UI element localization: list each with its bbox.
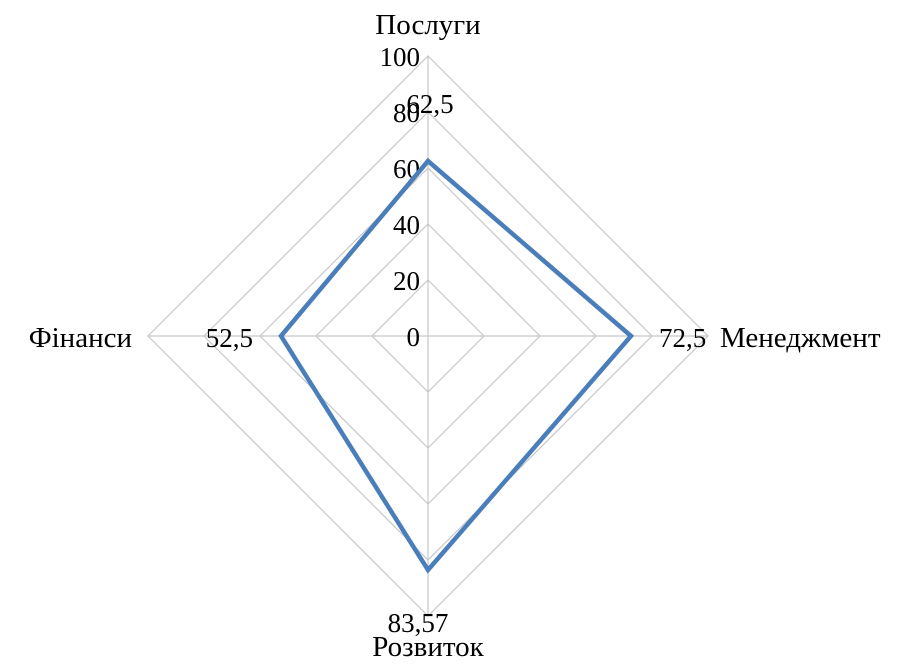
tick-label-0: 0 <box>407 322 421 352</box>
series-layer <box>278 157 635 574</box>
tick-label-80: 80 <box>393 98 420 128</box>
category-label-4: Фінанси <box>29 322 132 354</box>
data-labels: 62,5 72,5 83,57 52,5 <box>206 89 707 638</box>
data-label-3: 83,57 <box>388 608 449 638</box>
tick-label-60: 60 <box>393 154 420 184</box>
category-label-1: Послуги <box>375 9 480 41</box>
category-label-3: Розвиток <box>372 631 484 663</box>
tick-label-20: 20 <box>393 266 420 296</box>
tick-label-40: 40 <box>393 210 420 240</box>
data-label-4: 52,5 <box>206 323 253 353</box>
data-label-1: 62,5 <box>406 89 453 119</box>
radial-tick-labels: 0 20 40 60 80 100 <box>380 42 421 352</box>
category-labels: Послуги Менеджмент Розвиток Фінанси <box>29 9 881 663</box>
data-label-2: 72,5 <box>659 323 706 353</box>
category-label-2: Менеджмент <box>720 322 881 354</box>
tick-label-100: 100 <box>380 42 421 72</box>
series-line-1 <box>278 157 635 574</box>
